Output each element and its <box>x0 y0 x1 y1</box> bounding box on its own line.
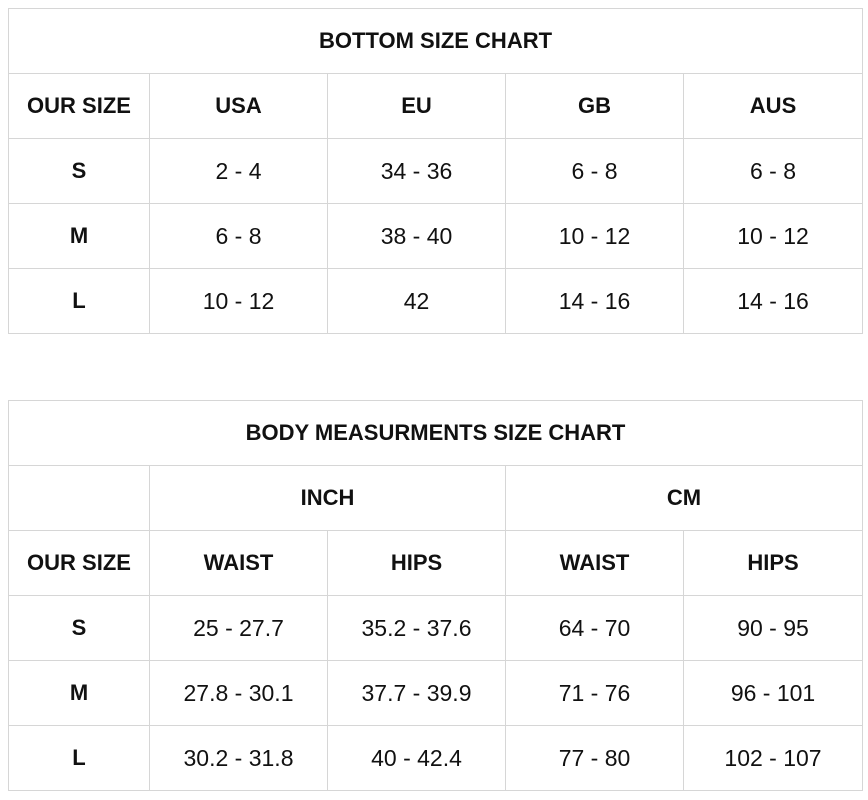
table-title-row: BOTTOM SIZE CHART <box>7 8 864 74</box>
column-header: HIPS <box>682 530 864 596</box>
table-cell: 40 - 42.4 <box>327 725 506 791</box>
table-cell: 77 - 80 <box>505 725 684 791</box>
table-row: L 10 - 12 42 14 - 16 14 - 16 <box>8 268 864 334</box>
table-cell: 6 - 8 <box>149 203 328 269</box>
table-cell: 30.2 - 31.8 <box>149 725 328 791</box>
column-header: OUR SIZE <box>8 530 150 596</box>
table-cell: 14 - 16 <box>505 268 684 334</box>
size-label: L <box>8 268 150 334</box>
table-row: S 25 - 27.7 35.2 - 37.6 64 - 70 90 - 95 <box>8 595 864 661</box>
table-row: S 2 - 4 34 - 36 6 - 8 6 - 8 <box>8 138 864 204</box>
column-header: WAIST <box>505 530 684 596</box>
table-cell: 34 - 36 <box>327 138 506 204</box>
column-header: WAIST <box>149 530 328 596</box>
table-title-row: BODY MEASURMENTS SIZE CHART <box>7 400 864 466</box>
table-title: BOTTOM SIZE CHART <box>7 8 864 74</box>
table-cell: 42 <box>327 268 506 334</box>
body-measurements-size-chart: BODY MEASURMENTS SIZE CHART INCH CM OUR … <box>7 400 864 791</box>
column-header: EU <box>327 73 506 139</box>
table-cell: 10 - 12 <box>505 203 684 269</box>
empty-cell <box>8 465 150 531</box>
table-cell: 90 - 95 <box>682 595 864 661</box>
size-label: M <box>8 660 150 726</box>
header-row: OUR SIZE WAIST HIPS WAIST HIPS <box>8 530 864 596</box>
table-cell: 38 - 40 <box>327 203 506 269</box>
table-cell: 6 - 8 <box>682 138 864 204</box>
table-row: L 30.2 - 31.8 40 - 42.4 77 - 80 102 - 10… <box>8 725 864 791</box>
table-cell: 96 - 101 <box>682 660 864 726</box>
table-cell: 64 - 70 <box>505 595 684 661</box>
table-row: M 27.8 - 30.1 37.7 - 39.9 71 - 76 96 - 1… <box>8 660 864 726</box>
table-cell: 25 - 27.7 <box>149 595 328 661</box>
header-row: OUR SIZE USA EU GB AUS <box>8 73 864 139</box>
column-header: OUR SIZE <box>8 73 150 139</box>
size-label: M <box>8 203 150 269</box>
group-header-inch: INCH <box>149 465 506 531</box>
bottom-size-chart: BOTTOM SIZE CHART OUR SIZE USA EU GB AUS… <box>7 8 864 334</box>
table-cell: 14 - 16 <box>682 268 864 334</box>
table-cell: 2 - 4 <box>149 138 328 204</box>
column-header: HIPS <box>327 530 506 596</box>
table-cell: 10 - 12 <box>149 268 328 334</box>
table-cell: 35.2 - 37.6 <box>327 595 506 661</box>
column-header: AUS <box>682 73 864 139</box>
size-label: L <box>8 725 150 791</box>
table-cell: 10 - 12 <box>682 203 864 269</box>
table-cell: 27.8 - 30.1 <box>149 660 328 726</box>
table-cell: 37.7 - 39.9 <box>327 660 506 726</box>
table-cell: 102 - 107 <box>682 725 864 791</box>
table-title: BODY MEASURMENTS SIZE CHART <box>7 400 864 466</box>
column-header: GB <box>505 73 684 139</box>
table-cell: 6 - 8 <box>505 138 684 204</box>
table-cell: 71 - 76 <box>505 660 684 726</box>
size-label: S <box>8 138 150 204</box>
size-label: S <box>8 595 150 661</box>
column-header: USA <box>149 73 328 139</box>
table-row: M 6 - 8 38 - 40 10 - 12 10 - 12 <box>8 203 864 269</box>
group-header-cm: CM <box>504 465 864 531</box>
group-header-row: INCH CM <box>8 465 864 531</box>
